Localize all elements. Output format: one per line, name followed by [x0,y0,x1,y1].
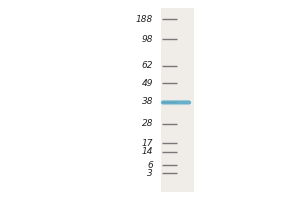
Text: 28: 28 [142,119,153,129]
Text: 38: 38 [142,98,153,106]
Text: 6: 6 [147,160,153,169]
Text: 3: 3 [147,168,153,178]
Bar [160,8,194,192]
Text: 49: 49 [142,78,153,88]
Text: 17: 17 [142,138,153,147]
Text: 62: 62 [142,62,153,71]
Text: 98: 98 [142,34,153,44]
Text: 14: 14 [142,148,153,156]
Text: 188: 188 [136,15,153,23]
